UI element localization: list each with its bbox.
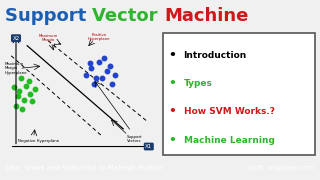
- Text: Introduction: Introduction: [184, 51, 247, 60]
- Text: Support: Support: [5, 7, 92, 25]
- FancyBboxPatch shape: [163, 33, 315, 155]
- Text: How SVM Works.?: How SVM Works.?: [184, 107, 275, 116]
- Text: Maximum
Margin: Maximum Margin: [38, 34, 58, 42]
- Text: •: •: [169, 49, 177, 62]
- Text: Types: Types: [184, 79, 212, 88]
- Text: Vector: Vector: [92, 7, 164, 25]
- Text: X1: X1: [145, 144, 152, 149]
- Text: X2: X2: [12, 36, 20, 41]
- Text: Machine: Machine: [164, 7, 249, 25]
- Text: Positive
Hyperplane: Positive Hyperplane: [88, 33, 110, 41]
- Text: Visit: vtupulse.com: Visit: vtupulse.com: [247, 165, 314, 171]
- Text: •: •: [169, 77, 177, 90]
- Text: Machine Learning: Machine Learning: [184, 136, 275, 145]
- Text: Maximum
Margin
Hyperplane: Maximum Margin Hyperplane: [5, 62, 27, 75]
- Text: •: •: [169, 134, 177, 147]
- Text: Support
Vectors: Support Vectors: [127, 135, 142, 143]
- Text: Negative Hyperplane: Negative Hyperplane: [18, 140, 59, 143]
- Text: •: •: [169, 105, 177, 118]
- Text: Like, Share and Subscribe to Mahesh Huddar: Like, Share and Subscribe to Mahesh Hudd…: [6, 165, 164, 171]
